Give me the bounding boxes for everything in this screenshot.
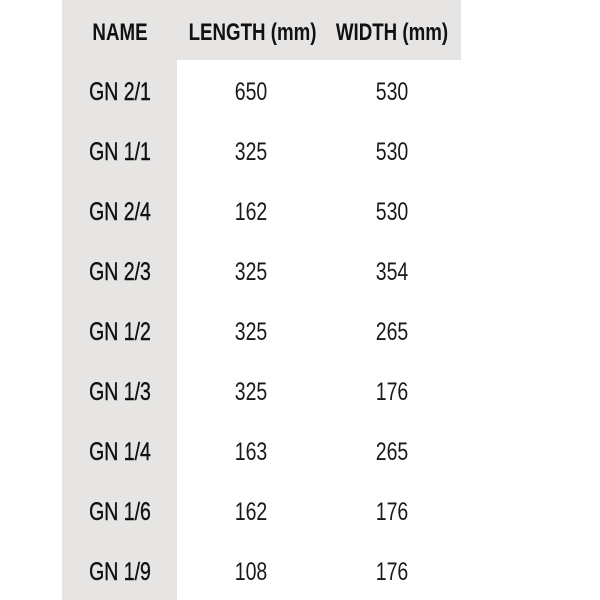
table-cell-width: 530	[375, 138, 409, 166]
table-cell-width: 530	[375, 78, 409, 106]
table-cell-name: GN 1/1	[89, 138, 151, 166]
table-cell-length: 325	[234, 258, 268, 286]
table-cell-width: 176	[375, 558, 409, 586]
table-cell-length: 325	[234, 138, 268, 166]
column-header-width: WIDTH (mm)	[335, 19, 449, 46]
column-header-length: LENGTH (mm)	[188, 19, 317, 46]
table-cell-name: GN 2/4	[89, 198, 151, 226]
table-cell-name: GN 1/3	[89, 378, 151, 406]
table-cell-width: 265	[375, 318, 409, 346]
table-cell-width: 530	[375, 198, 409, 226]
table-cell-length: 325	[234, 378, 268, 406]
table-cell-length: 650	[234, 78, 268, 106]
table-cell-name: GN 1/6	[89, 498, 151, 526]
table-cell-length: 163	[234, 438, 268, 466]
table-cell-name: GN 1/2	[89, 318, 151, 346]
table-cell-length: 325	[234, 318, 268, 346]
table-cell-width: 176	[375, 378, 409, 406]
table-cell-width: 354	[375, 258, 409, 286]
table-cell-width: 265	[375, 438, 409, 466]
table-cell-name: GN 2/3	[89, 258, 151, 286]
table-cell-width: 176	[375, 498, 409, 526]
table-cell-length: 108	[234, 558, 268, 586]
table-cell-length: 162	[234, 198, 268, 226]
table-cell-name: GN 2/1	[89, 78, 151, 106]
table-cell-name: GN 1/4	[89, 438, 151, 466]
name-column-background	[62, 0, 177, 600]
table-cell-name: GN 1/9	[89, 558, 151, 586]
table-cell-length: 162	[234, 498, 268, 526]
column-header-name: NAME	[92, 19, 148, 46]
